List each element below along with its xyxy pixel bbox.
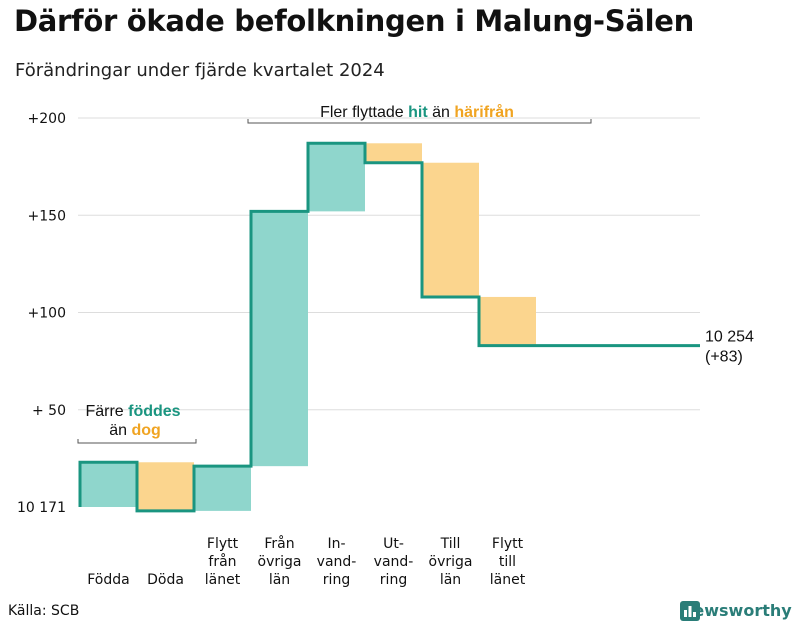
annotation-births-line2: än dog — [109, 422, 161, 439]
category-label: länet — [205, 572, 241, 588]
y-tick-label: +200 — [28, 111, 66, 127]
y-tick-label: +100 — [28, 306, 66, 322]
annotation-part: Fler flyttade — [320, 104, 408, 121]
category-label: Ut- — [383, 536, 404, 552]
category-label: vand- — [374, 554, 414, 570]
annotation-part: än — [109, 422, 131, 439]
waterfall-bar — [251, 211, 308, 467]
brand-logo: Newsworthy — [680, 601, 792, 621]
waterfall-bar — [137, 462, 194, 511]
annotation-births-line1: Färre föddes — [85, 403, 180, 420]
chart-subtitle: Förändringar under fjärde kvartalet 2024 — [15, 60, 385, 81]
newsworthy-logo-icon — [680, 601, 700, 621]
annotation-part: dog — [131, 422, 160, 439]
category-label: Födda — [87, 572, 129, 588]
annotation-migration-bracket — [247, 119, 592, 124]
waterfall-chart: +200 +150 +100 + 50 10 171 10 254 (+83) Födda Dö… — [17, 103, 754, 588]
category-label: övriga — [258, 554, 302, 570]
waterfall-bar — [308, 143, 365, 212]
category-label: från — [208, 553, 236, 570]
category-label: län — [269, 572, 290, 588]
category-label: övriga — [429, 554, 473, 570]
waterfall-bar — [422, 162, 479, 297]
y-tick-label: +150 — [28, 208, 66, 224]
end-change-label: (+83) — [705, 349, 743, 366]
cumulative-step-line — [78, 141, 700, 513]
chart-title: Därför ökade befolkningen i Malung-Sälen — [14, 4, 694, 38]
annotation-part: föddes — [128, 403, 181, 420]
waterfall-bar — [365, 143, 422, 163]
category-label: ring — [323, 572, 350, 588]
category-label: vand- — [317, 554, 357, 570]
waterfall-bar — [194, 466, 251, 511]
annotation-part: Färre — [85, 403, 128, 420]
source-label: Källa: SCB — [8, 603, 80, 619]
annotation-births-bracket — [77, 439, 197, 444]
annotation-migration-label: Fler flyttade hit än härifrån — [320, 103, 514, 121]
category-label: ring — [380, 572, 407, 588]
category-label: Döda — [147, 572, 184, 588]
brand-name: Newsworthy — [680, 601, 792, 620]
annotation-part: härifrån — [454, 103, 514, 121]
category-label: Från — [264, 535, 294, 552]
start-value-label: 10 171 — [17, 500, 66, 516]
waterfall-bar — [80, 462, 137, 507]
category-label: Till — [440, 536, 461, 552]
annotation-part: hit — [408, 104, 428, 121]
category-label: In- — [327, 536, 345, 552]
y-tick-label: + 50 — [32, 403, 66, 419]
category-label: Flytt — [492, 536, 524, 552]
annotation-part: än — [428, 104, 455, 121]
end-value-label: 10 254 — [705, 329, 754, 346]
category-label: Flytt — [207, 536, 239, 552]
category-label: till — [499, 554, 516, 570]
category-label: län — [440, 572, 461, 588]
category-label: länet — [490, 572, 526, 588]
waterfall-bar — [479, 296, 536, 346]
